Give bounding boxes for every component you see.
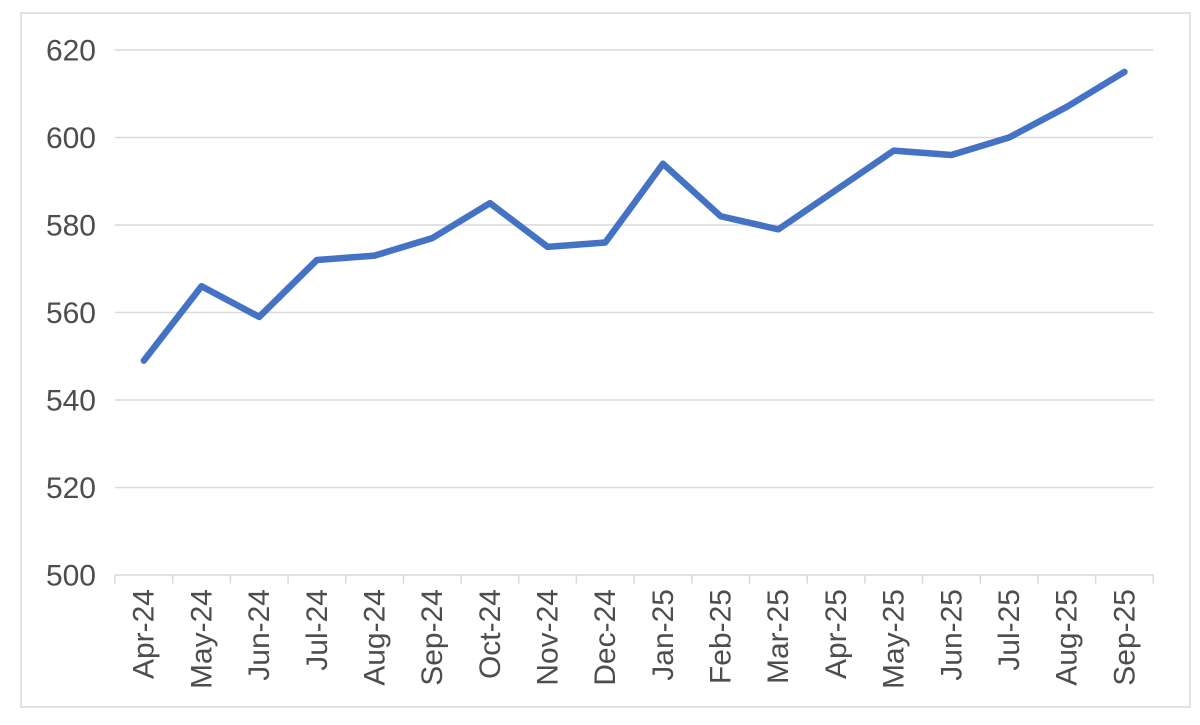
x-axis-label: Jul-24: [301, 589, 334, 671]
x-axis-label: Aug-25: [1051, 589, 1084, 686]
x-axis-label: Mar-25: [762, 589, 795, 684]
x-axis-label: Jul-25: [993, 589, 1026, 671]
x-axis-label: Dec-24: [589, 589, 622, 686]
y-axis-label: 600: [46, 122, 96, 155]
y-axis-label: 540: [46, 385, 96, 418]
x-axis-label: Aug-24: [358, 589, 391, 686]
x-axis-label: Jan-25: [647, 589, 680, 681]
x-axis-label: Jun-25: [935, 589, 968, 681]
x-axis-label: Oct-24: [474, 589, 507, 679]
y-axis-label: 580: [46, 210, 96, 243]
x-axis-label: Apr-25: [820, 589, 853, 679]
y-axis-label: 620: [46, 35, 96, 68]
data-series-line: [140, 68, 1128, 364]
x-axis-label: May-24: [185, 589, 218, 689]
y-axis-label: 520: [46, 472, 96, 505]
x-axis-label: Sep-24: [416, 589, 449, 686]
x-axis-label: Feb-25: [705, 589, 738, 684]
chart-frame: [20, 12, 1191, 708]
x-axis-label: May-25: [878, 589, 911, 689]
y-axis-label: 560: [46, 297, 96, 330]
x-axis-label: Sep-25: [1108, 589, 1141, 686]
x-axis-label: Jun-24: [243, 589, 276, 681]
x-axis-label: Apr-24: [128, 589, 161, 679]
y-axis-label: 500: [46, 560, 96, 593]
x-axis-label: Nov-24: [532, 589, 565, 686]
